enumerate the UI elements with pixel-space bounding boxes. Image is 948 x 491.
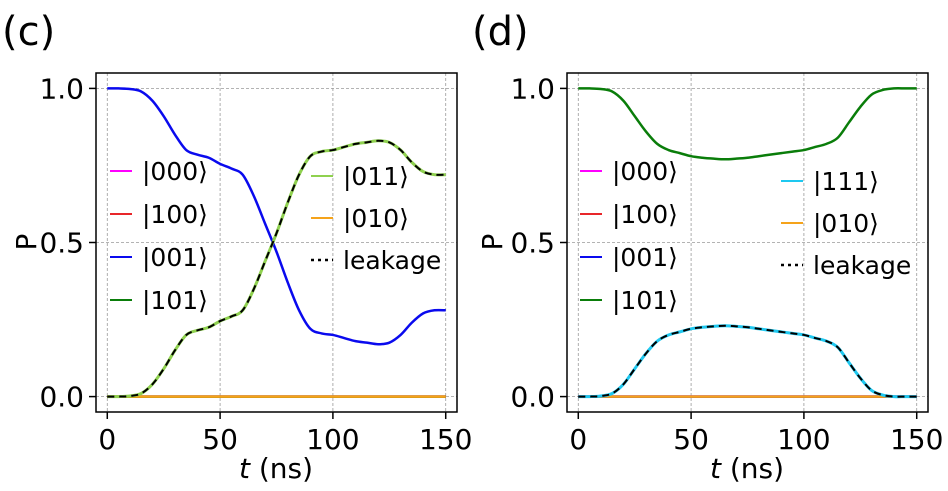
panel-label: (c) [2,9,55,55]
legend-item: |001⟩ [580,243,678,272]
x-tick-label: 50 [673,423,709,456]
legend-right: |011⟩ |010⟩ leakage [311,162,441,275]
x-tick-label: 50 [202,423,238,456]
x-tick-label: 0 [569,423,587,456]
x-tick-label: 0 [98,423,116,456]
x-axis-variable: t [239,452,251,485]
x-tick-label: 150 [890,423,943,456]
panel-c: (c) 0 50 100 150 0.0 0.5 1.0 P t (ns) |000⟩ |10… [2,9,472,485]
plot-series [107,87,446,399]
y-tick-label: 0.5 [39,227,84,260]
legend-item: |111⟩ [781,167,879,196]
y-tick-label: 0.0 [510,381,555,414]
legend-item: |101⟩ [580,286,678,315]
axis-ticks: 0 50 100 150 0.0 0.5 1.0 [510,72,943,456]
legend-right: |111⟩ |010⟩ leakage [781,167,911,280]
plot-series [578,87,917,399]
legend-item: leakage [311,246,441,275]
series-line [578,87,917,161]
x-axis-unit: (ns) [721,452,784,485]
legend-label: |101⟩ [612,286,678,315]
legend-label: |101⟩ [142,286,208,315]
legend-left: |000⟩ |100⟩ |001⟩ |101⟩ [110,157,208,315]
legend-label: |000⟩ [612,157,678,186]
legend-item: |011⟩ [311,162,409,191]
legend-label: |000⟩ [142,157,208,186]
legend-label: |011⟩ [343,162,409,191]
legend-item: |101⟩ [110,286,208,315]
x-axis-unit: (ns) [250,452,313,485]
legend-item: |001⟩ [110,243,208,272]
y-tick-label: 0.0 [39,381,84,414]
legend-item: |100⟩ [110,200,208,229]
legend-item: leakage [781,251,911,280]
legend-item: |010⟩ [781,209,879,238]
y-axis-label: P [10,234,43,251]
x-tick-label: 100 [777,423,830,456]
panel-label: (d) [472,9,529,55]
legend-item: |010⟩ [311,204,409,233]
x-axis-variable: t [710,452,722,485]
legend-label: |001⟩ [612,243,678,272]
legend-label: leakage [343,246,441,275]
legend-label: |111⟩ [813,167,879,196]
y-axis-label: P [476,234,509,251]
legend-item: |000⟩ [580,157,678,186]
legend-label: |100⟩ [142,200,208,229]
axis-ticks: 0 50 100 150 0.0 0.5 1.0 [39,72,472,456]
y-tick-label: 1.0 [510,72,555,105]
legend-label: |100⟩ [612,200,678,229]
series-line [578,324,917,398]
x-axis-label: t (ns) [710,452,784,485]
legend-label: |010⟩ [343,204,409,233]
y-tick-label: 1.0 [39,72,84,105]
panel-d: (d) 0 50 100 150 0.0 0.5 1.0 P t (ns) |000⟩ |10… [472,9,943,485]
x-tick-label: 100 [306,423,359,456]
legend-label: |010⟩ [813,209,879,238]
series-line [107,139,446,398]
series-line [107,87,446,346]
x-axis-label: t (ns) [239,452,313,485]
legend-label: leakage [813,251,911,280]
legend-left: |000⟩ |100⟩ |001⟩ |101⟩ [580,157,678,315]
legend-item: |100⟩ [580,200,678,229]
x-tick-label: 150 [419,423,472,456]
y-tick-label: 0.5 [510,227,555,260]
legend-label: |001⟩ [142,243,208,272]
legend-item: |000⟩ [110,157,208,186]
